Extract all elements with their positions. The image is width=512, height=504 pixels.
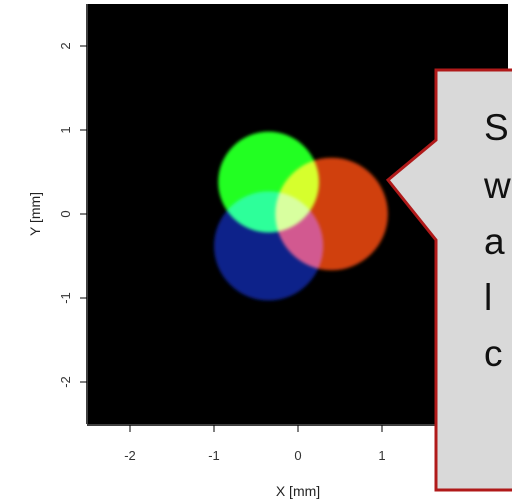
callout-line-2: w [483,165,511,206]
x-tick-label: 1 [378,448,385,463]
callout-line-1: S [484,107,509,148]
spot-3 [214,191,324,301]
y-tick-label: -2 [58,376,73,388]
y-axis-label: Y [mm] [27,192,43,236]
x-tick-label: -2 [124,448,136,463]
callout-box: S w a l c [385,68,512,492]
callout-line-3: a [484,221,505,262]
y-ticks: -2 -1 0 1 2 [58,42,87,388]
x-tick-label: -1 [208,448,220,463]
callout-shape [385,68,512,492]
y-tick-label: 2 [58,42,73,49]
y-tick-label: 0 [58,210,73,217]
light-spots [214,131,388,301]
x-axis-label: X [mm] [276,483,320,499]
callout-line-4: l [484,277,492,318]
y-tick-label: 1 [58,126,73,133]
callout-line-5: c [484,333,503,374]
y-tick-label: -1 [58,292,73,304]
x-tick-label: 0 [294,448,301,463]
